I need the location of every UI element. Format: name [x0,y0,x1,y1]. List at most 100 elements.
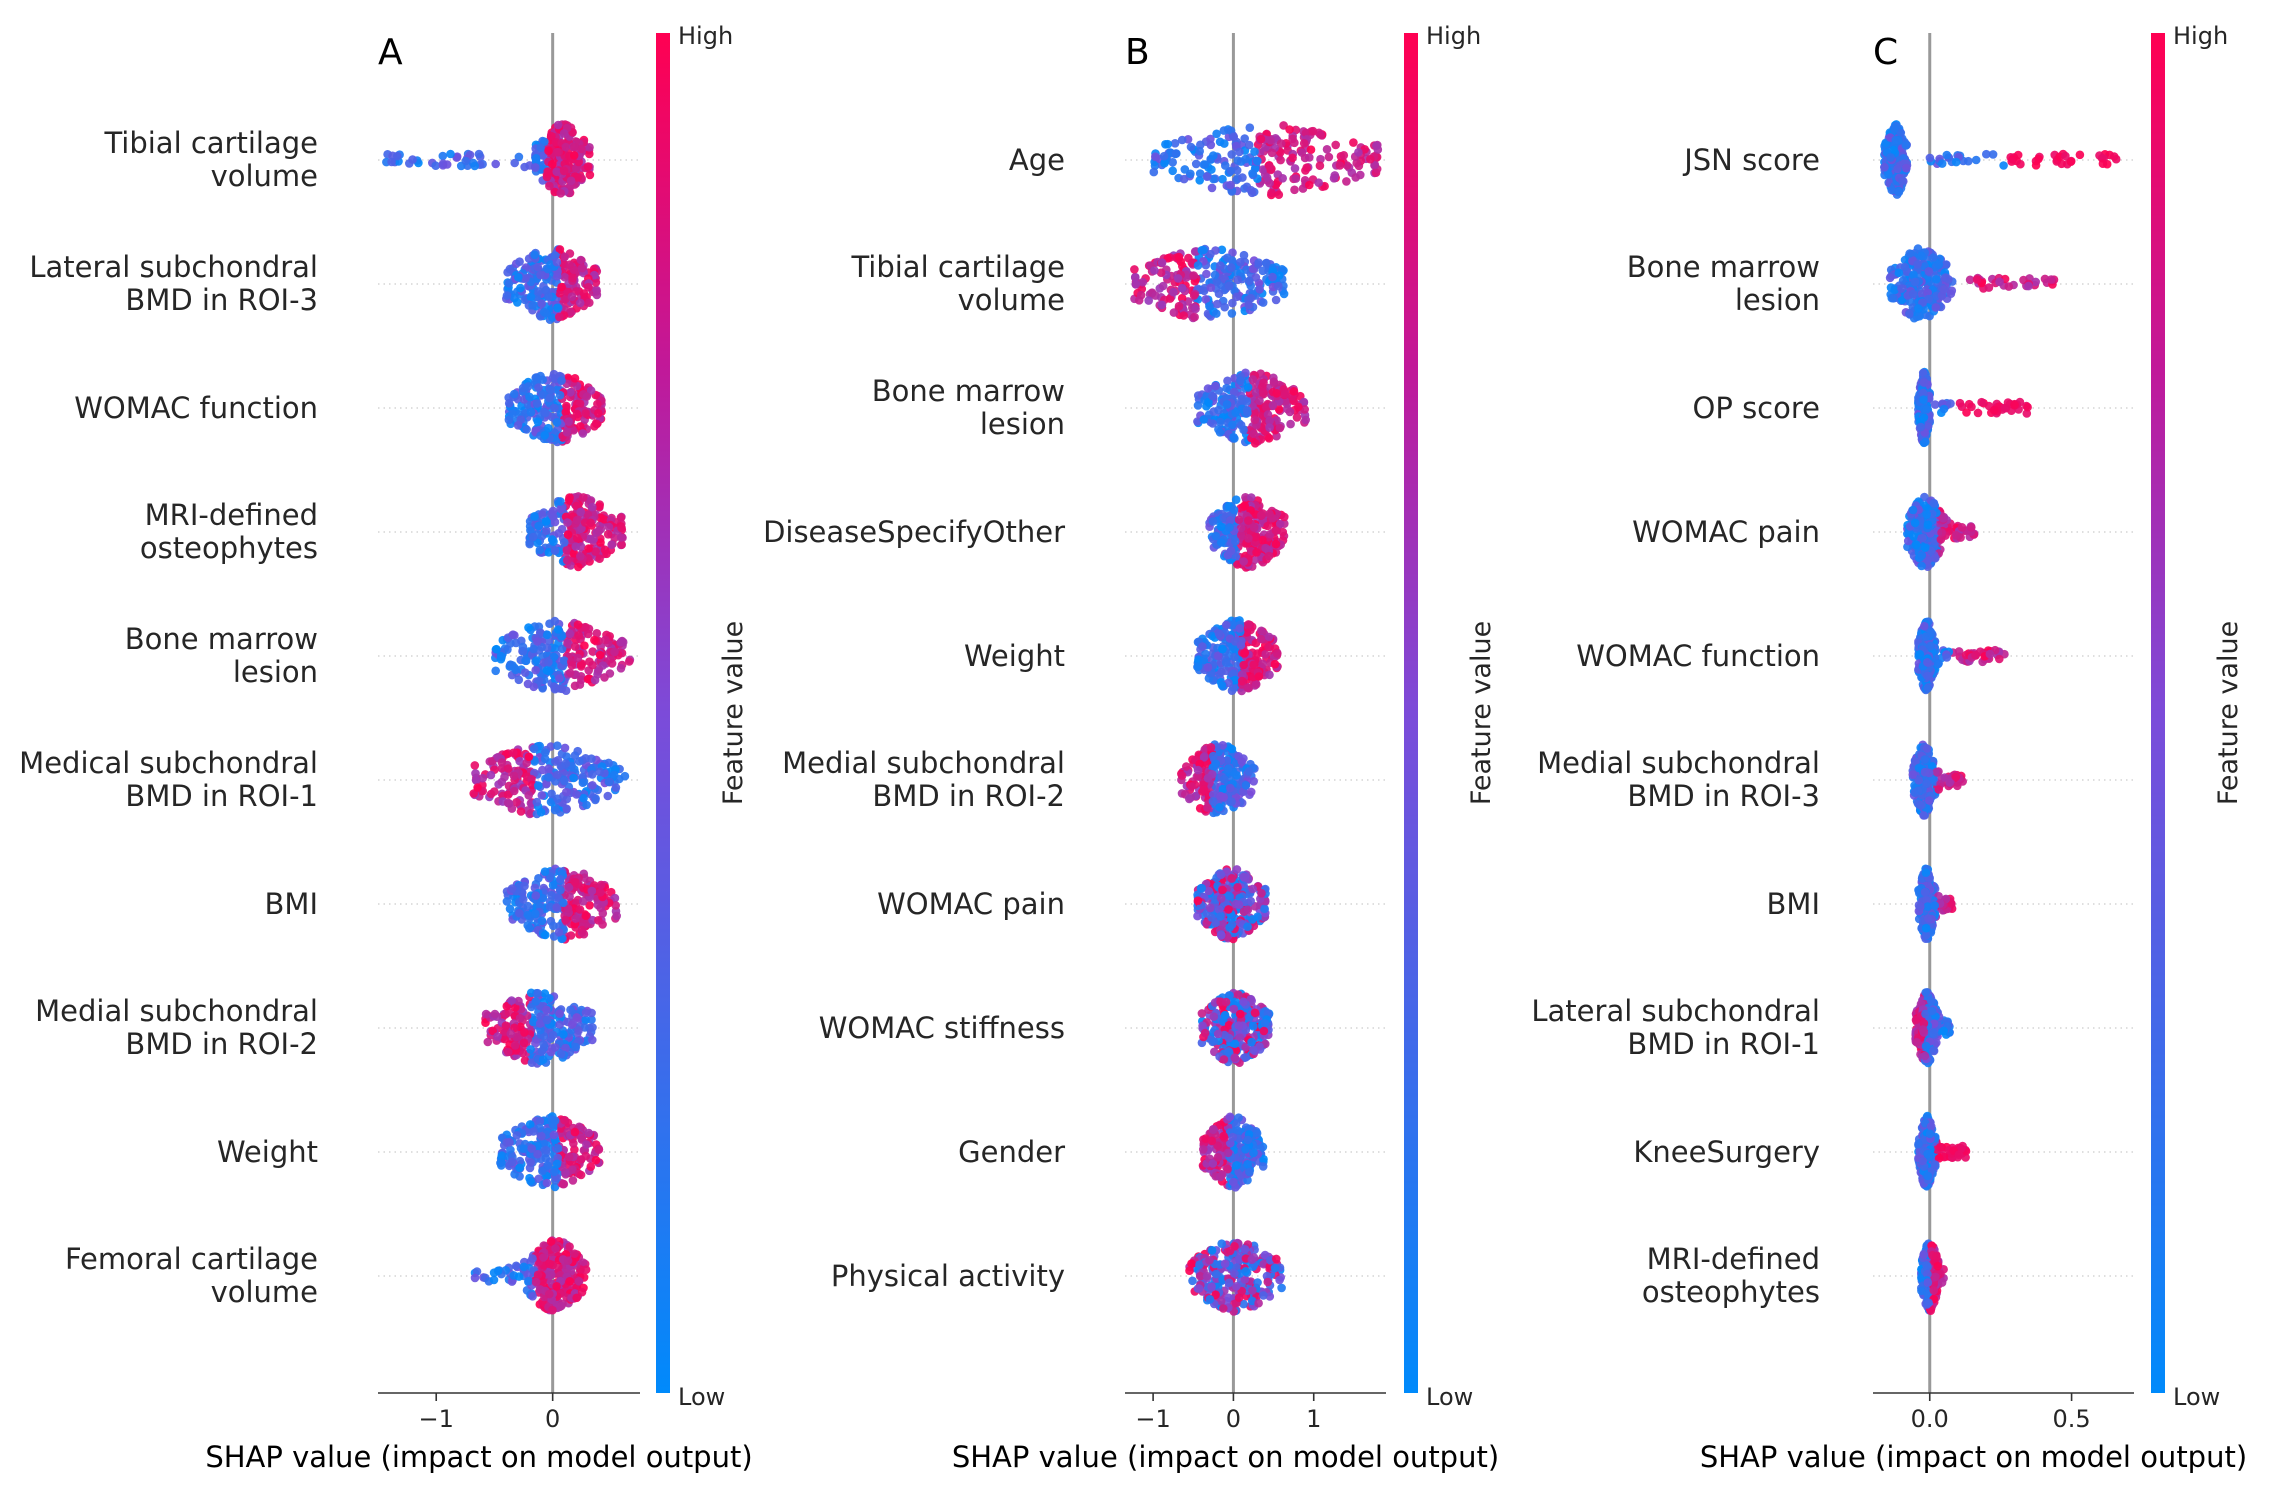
shap-point [1185,794,1194,804]
shap-point [533,417,543,427]
shap-point [470,1273,480,1283]
feature-points [1197,988,1274,1067]
shap-point [1356,170,1365,180]
feature-label: lesion [233,655,318,689]
shap-point [510,786,519,796]
shap-point [604,522,614,532]
shap-point [536,143,545,152]
shap-point [1243,683,1253,693]
shap-point [1237,757,1247,766]
shap-point [1221,620,1231,630]
shap-point [1228,420,1237,430]
shap-point [569,1139,578,1148]
shap-point [531,665,540,675]
shap-point [1171,149,1181,158]
shap-point [523,910,533,920]
shap-point [507,884,517,893]
shap-point [1249,429,1258,439]
shap-point [591,547,600,556]
shap-point [529,744,539,754]
shap-point [1202,172,1212,181]
shap-point [515,1013,525,1023]
shap-point [528,1292,537,1301]
shap-point [588,1023,597,1032]
panel-letter: A [378,32,403,73]
shap-point [557,376,566,385]
shap-point [583,629,593,639]
shap-point [1271,539,1281,549]
shap-point [1191,304,1200,314]
shap-point [1255,285,1264,294]
shap-point [515,1163,524,1173]
shap-point [540,867,550,876]
shap-point [534,287,543,296]
shap-point [596,538,605,547]
shap-point [1275,423,1285,433]
shap-point [1235,147,1244,157]
shap-point [587,886,597,896]
shap-point [596,888,605,897]
shap-point [610,647,619,657]
shap-point [1226,166,1236,176]
shap-point [585,170,595,180]
shap-point [1366,154,1375,164]
shap-point [474,149,484,159]
feature-points [1193,368,1310,448]
shap-point [532,656,541,665]
shap-point [1208,419,1217,428]
feature-points [504,369,606,447]
feature-points [491,616,635,695]
shap-point [1249,1022,1258,1031]
shap-point [525,539,534,549]
shap-point [504,399,514,408]
shap-point [1229,132,1238,142]
shap-point [555,674,564,683]
shap-point [1271,526,1281,535]
shap-point [609,770,619,780]
shap-point [536,270,545,280]
shap-point [573,173,582,182]
shap-point [1144,296,1153,305]
shap-point [569,773,578,783]
shap-point [1294,402,1303,412]
shap-point [1227,874,1236,883]
x-axis-label: SHAP value (impact on model output) [205,1440,752,1474]
shap-point [431,161,441,170]
shap-point [1215,803,1224,812]
shap-point [581,1008,591,1017]
shap-point [561,915,570,925]
shap-point [1220,139,1229,148]
shap-point [461,156,471,166]
shap-point [490,787,499,796]
shap-point [1274,190,1284,199]
shap-point [513,421,523,430]
shap-point [579,289,589,298]
shap-point [529,644,538,654]
shap-point [1216,870,1226,879]
shap-point [1227,309,1237,318]
shap-point [531,891,541,900]
shap-point [1233,275,1243,285]
shap-point [1236,257,1245,267]
panel-letter: B [1125,32,1150,73]
shap-point [497,758,507,767]
feature-label: Bone marrow [125,622,318,656]
shap-point [539,1253,548,1262]
shap-point [1254,258,1263,268]
shap-point [520,668,530,677]
shap-point [1242,406,1252,415]
shap-point [1219,774,1229,784]
shap-point [604,777,614,787]
feature-points [470,1236,591,1315]
shap-point [530,512,539,521]
shap-point [616,533,626,542]
shap-point [473,783,482,792]
shap-point [1301,415,1310,425]
shap-point [508,630,518,639]
shap-point [542,526,551,535]
shap-point [564,417,573,426]
shap-point [540,754,550,764]
shap-point [1260,1019,1270,1028]
shap-point [1212,129,1221,139]
shap-point [1265,423,1274,432]
